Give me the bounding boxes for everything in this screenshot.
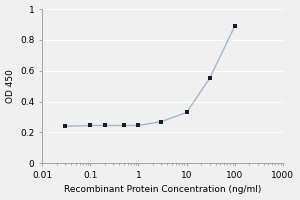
Y-axis label: OD 450: OD 450: [6, 69, 15, 103]
X-axis label: Recombinant Protein Concentration (ng/ml): Recombinant Protein Concentration (ng/ml…: [64, 185, 261, 194]
